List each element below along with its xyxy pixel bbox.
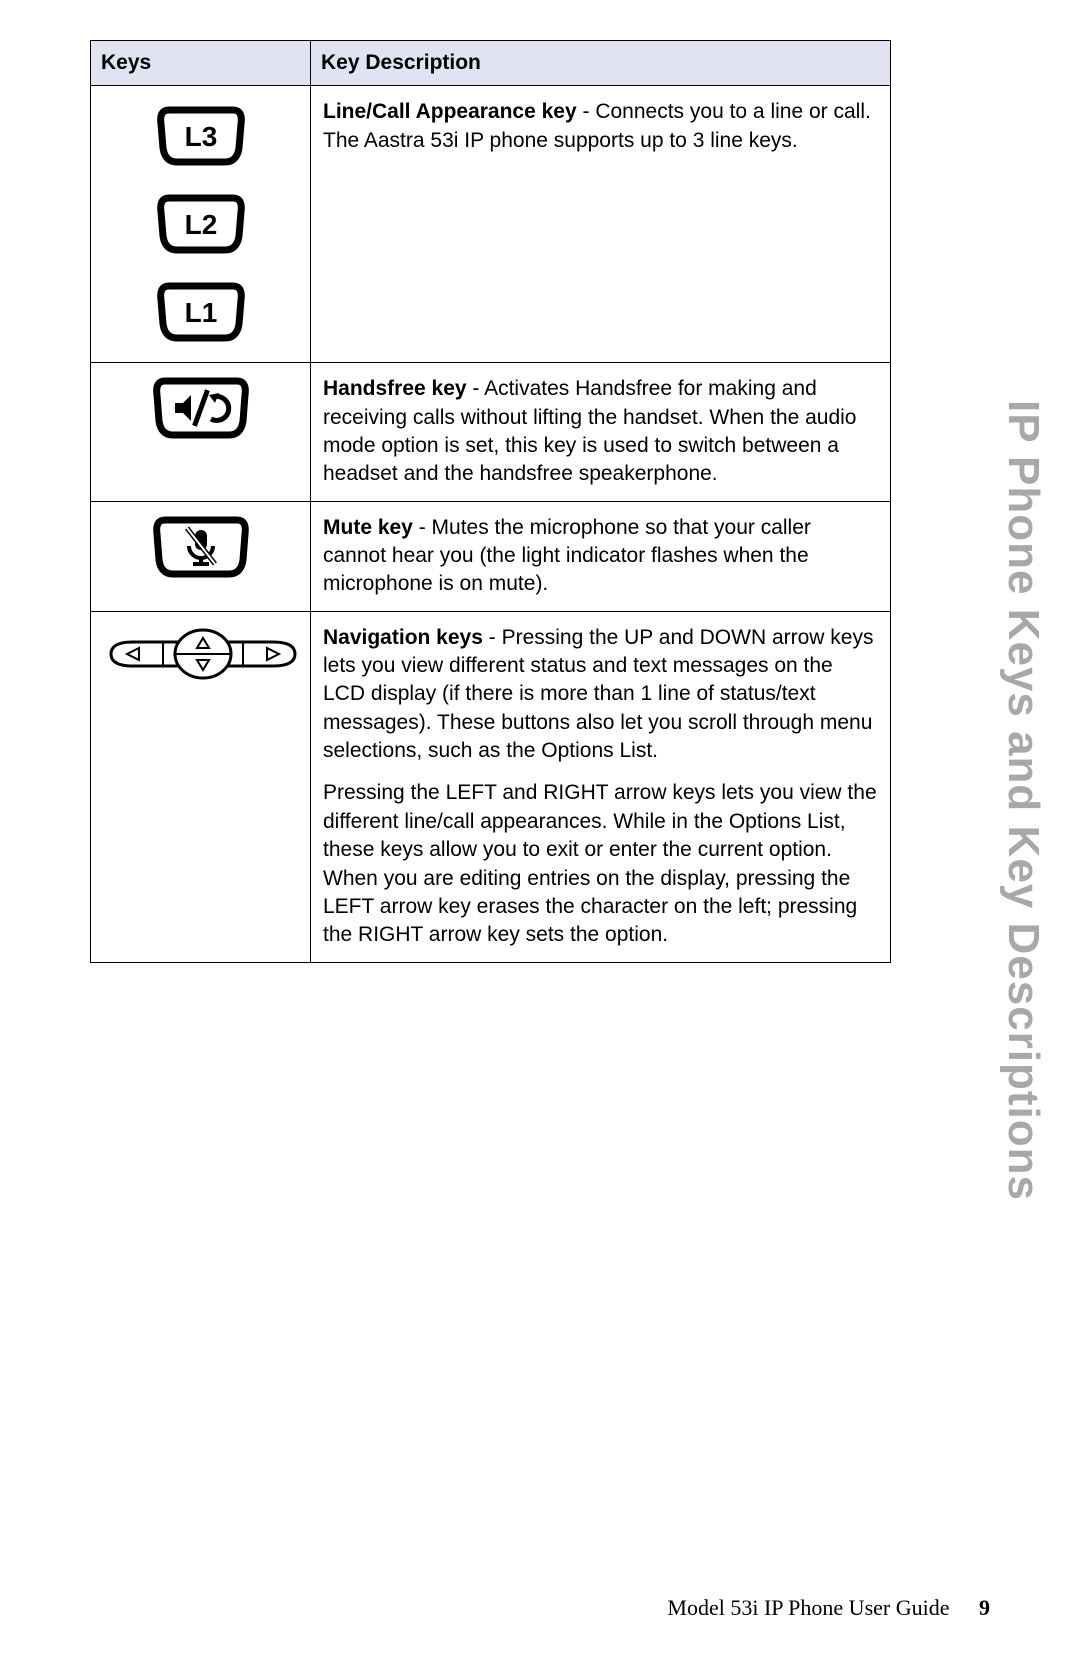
table-row: Mute key - Mutes the microphone so that … [91,501,891,611]
row-title: Line/Call Appearance key [323,100,577,123]
l3-label: L3 [184,121,217,152]
table-row: Navigation keys - Pressing the UP and DO… [91,611,891,962]
nav-keys-cell [91,611,311,962]
side-heading: IP Phone Keys and Key Descriptions [998,400,1048,1201]
footer-title: Model 53i IP Phone User Guide [667,1595,949,1620]
row-title: Handsfree key [323,377,467,400]
footer-page-number: 9 [979,1595,990,1620]
row-title: Navigation keys [323,626,483,649]
page: Keys Key Description L3 L2 [0,0,1080,1669]
header-keys: Keys [91,41,311,86]
table-row: Handsfree key - Activates Handsfree for … [91,363,891,501]
table-header-row: Keys Key Description [91,41,891,86]
handsfree-key-cell [91,363,311,501]
line-key-l2-icon: L2 [155,192,247,256]
line-key-l3-icon: L3 [155,104,247,168]
row-body2: Pressing the LEFT and RIGHT arrow keys l… [323,779,878,949]
navigation-keys-icon [103,624,303,684]
page-footer: Model 53i IP Phone User Guide 9 [667,1595,990,1621]
table-row: L3 L2 L1 Line/Call [91,86,891,363]
keys-table: Keys Key Description L3 L2 [90,40,891,963]
nav-desc: Navigation keys - Pressing the UP and DO… [311,611,891,962]
mute-key-icon [151,514,251,580]
mute-desc: Mute key - Mutes the microphone so that … [311,501,891,611]
handsfree-key-icon [151,375,251,441]
l2-label: L2 [184,209,217,240]
header-desc: Key Description [311,41,891,86]
handsfree-desc: Handsfree key - Activates Handsfree for … [311,363,891,501]
line-key-l1-icon: L1 [155,280,247,344]
l1-label: L1 [184,297,217,328]
row-title: Mute key [323,516,413,539]
mute-key-cell [91,501,311,611]
line-keys-cell: L3 L2 L1 [91,86,311,363]
line-keys-desc: Line/Call Appearance key - Connects you … [311,86,891,363]
